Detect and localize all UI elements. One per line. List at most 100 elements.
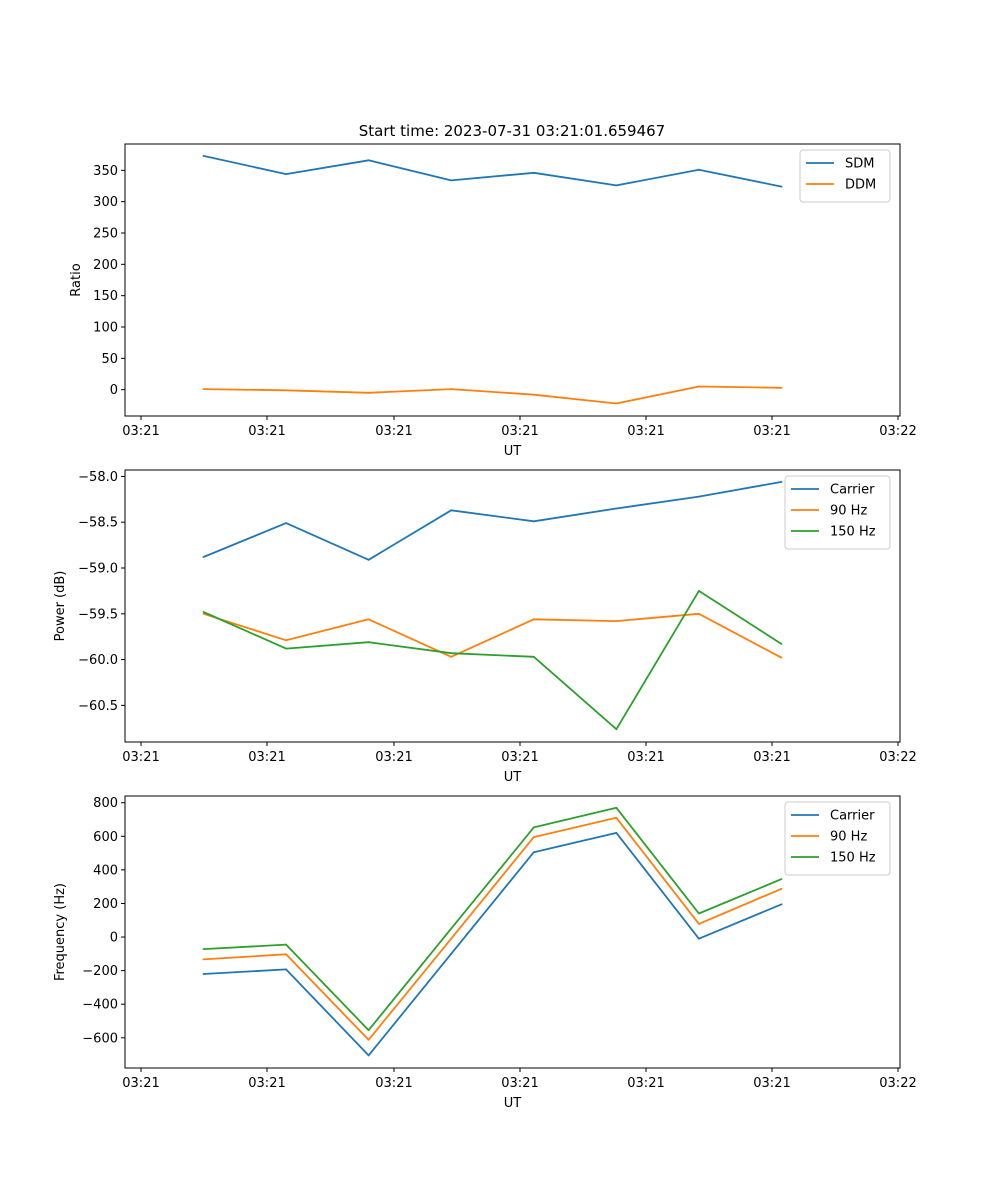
y-tick-label: 800 (93, 796, 118, 811)
x-tick-label: 03:21 (375, 750, 412, 765)
legend-label: DDM (845, 178, 876, 193)
y-tick-label: 0 (110, 383, 118, 398)
chart-panel-1: 03:21 03:21 03:21 03:21 03:21 03:21 03:22 0 50 10… (69, 143, 917, 459)
y-tick-label: −58.5 (78, 516, 118, 531)
data-point (698, 923, 700, 925)
legend-label: SDM (845, 157, 874, 172)
data-point (202, 948, 205, 950)
data-point (615, 620, 618, 622)
y-tick-label: −60.5 (78, 699, 118, 714)
series-line-150-hz (203, 806, 782, 1032)
chart-panel-3: 03:21 03:21 03:21 03:21 03:21 03:21 03:22 −600 −… (53, 795, 917, 1111)
legend-label: 150 Hz (830, 851, 876, 866)
y-tick-label: 200 (93, 897, 118, 912)
data-point (698, 590, 700, 592)
data-point (450, 509, 453, 512)
data-point (367, 1029, 370, 1032)
y-tick-label: 600 (93, 830, 118, 845)
x-tick-label: 03:21 (501, 750, 538, 765)
data-point (532, 618, 535, 621)
data-point (615, 184, 618, 187)
data-point (615, 402, 618, 405)
data-point (532, 836, 535, 838)
data-point (202, 556, 205, 558)
axes-frame (124, 795, 901, 1069)
data-point (450, 388, 453, 390)
x-tick-label: 03:21 (248, 1076, 285, 1091)
y-tick-label: 200 (93, 258, 118, 273)
chart-panels: 03:21 03:21 03:21 03:21 03:21 03:21 03:22 0 50 10… (53, 143, 917, 1111)
data-point (202, 612, 205, 615)
data-point (615, 832, 618, 834)
x-tick-label: 03:21 (248, 750, 285, 765)
data-point (698, 612, 700, 615)
y-tick-label: 350 (93, 164, 118, 179)
data-point (780, 185, 783, 188)
series-line-ddm (203, 385, 782, 405)
data-point (285, 173, 287, 176)
data-point (450, 937, 453, 940)
data-point (450, 927, 453, 930)
x-tick-label: 03:21 (122, 424, 159, 439)
data-point (202, 388, 205, 390)
data-point (367, 618, 370, 621)
data-point (780, 878, 783, 880)
data-point (285, 943, 287, 946)
data-point (698, 385, 700, 388)
data-point (780, 386, 783, 389)
data-point (202, 958, 205, 961)
x-tick-label: 03:21 (501, 424, 538, 439)
data-point (698, 912, 700, 915)
y-tick-label: −600 (82, 1031, 118, 1046)
data-point (780, 481, 783, 483)
data-point (285, 953, 287, 956)
data-point (532, 520, 535, 523)
y-tick-label: −58.0 (78, 470, 118, 485)
x-tick-label: 03:21 (501, 1076, 538, 1091)
data-point (615, 728, 618, 731)
x-tick-label: 03:21 (375, 424, 412, 439)
axes-frame (124, 469, 901, 743)
data-point (698, 495, 700, 498)
legend-label: Carrier (830, 809, 875, 824)
y-tick-label: −200 (82, 964, 118, 979)
data-point (615, 816, 618, 819)
data-point (367, 1038, 370, 1041)
x-axis-label: UT (504, 1096, 522, 1111)
x-axis-label: UT (504, 770, 522, 785)
x-tick-label: 03:21 (122, 750, 159, 765)
data-point (615, 507, 618, 510)
y-tick-label: 100 (93, 321, 118, 336)
data-point (202, 611, 205, 613)
data-point (780, 903, 783, 906)
y-tick-label: 250 (93, 226, 118, 241)
data-point (285, 968, 287, 971)
data-point (450, 652, 453, 655)
data-point (450, 655, 453, 658)
series-line-150-hz (203, 590, 782, 731)
series-line-90-hz (203, 612, 782, 659)
x-tick-label: 03:21 (375, 1076, 412, 1091)
data-point (698, 168, 700, 171)
y-tick-label: 300 (93, 195, 118, 210)
data-point (202, 155, 205, 157)
x-tick-label: 03:21 (248, 424, 285, 439)
data-point (532, 171, 535, 174)
data-point (450, 179, 453, 182)
y-tick-label: 400 (93, 863, 118, 878)
data-point (285, 522, 287, 524)
x-tick-label: 03:21 (627, 424, 664, 439)
figure-title: Start time: 2023-07-31 03:21:01.659467 (359, 122, 665, 140)
y-tick-label: 150 (93, 289, 118, 304)
data-point (367, 641, 370, 644)
data-point (367, 1054, 370, 1057)
x-tick-label: 03:22 (879, 424, 916, 439)
data-point (285, 647, 287, 650)
data-point (285, 389, 287, 392)
y-tick-label: −60.0 (78, 653, 118, 668)
data-point (450, 952, 453, 955)
data-point (532, 655, 535, 658)
data-point (367, 159, 370, 162)
chart-panel-2: 03:21 03:21 03:21 03:21 03:21 03:21 03:22 −58.0… (53, 469, 917, 785)
y-axis-label: Power (dB) (53, 571, 68, 642)
